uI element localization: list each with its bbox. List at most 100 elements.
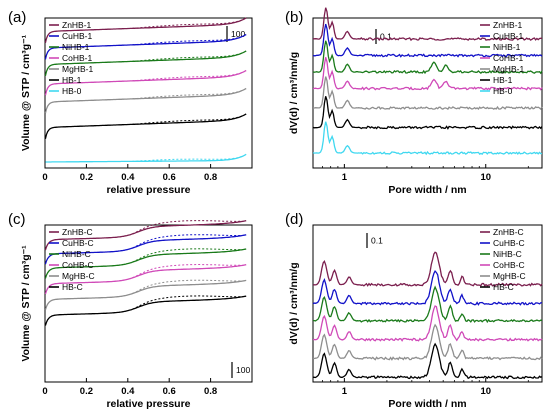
- series-line-nihb-c: [313, 285, 543, 324]
- series-line-znhb-c: [313, 251, 543, 287]
- panel-label: (d): [285, 211, 303, 228]
- chart-panel-3: (c) 0 0.2 0.4 0.6 0.8 relative pressure Volume …: [8, 211, 253, 410]
- series-line-mghb-1: [44, 87, 247, 114]
- x-tick-label: 0.2: [80, 172, 93, 183]
- plot-frame: [44, 224, 253, 383]
- x-tick-label: 0.4: [121, 172, 135, 183]
- series-line-cohb-c: [44, 264, 247, 295]
- legend-label-hb-1: HB-1: [62, 75, 82, 85]
- x-tick-label: 0: [42, 172, 47, 183]
- series-desorption-znhb-c: [132, 220, 242, 235]
- series-line-hb-c: [312, 342, 543, 380]
- scale-bar-label: 0.1: [371, 236, 383, 246]
- x-axis-label: relative pressure: [106, 184, 190, 196]
- plot-frame: [44, 17, 253, 169]
- x-tick-label: 0.6: [163, 172, 176, 183]
- y-axis-label: dV(d) / cm³/nm/g: [288, 262, 300, 344]
- legend-label-znhb-c: ZnHB-C: [493, 227, 524, 237]
- legend-label-nihb-1: NiHB-1: [62, 42, 90, 52]
- series-line-hb-0: [45, 153, 247, 163]
- x-tick-label: 10: [480, 172, 491, 183]
- plot-frame: [312, 17, 543, 169]
- series-desorption-cuhb-c: [132, 234, 242, 249]
- series-line-mghb-c: [44, 279, 247, 311]
- panel-label: (c): [8, 211, 26, 228]
- series-line-mghb-1: [313, 76, 543, 110]
- legend-label-znhb-1: ZnHB-1: [62, 20, 92, 30]
- legend-label-hb-0: HB-0: [493, 86, 513, 96]
- legend-label-nihb-c: NiHB-C: [493, 249, 522, 259]
- legend-label-cohb-1: CoHB-1: [493, 53, 524, 63]
- series-line-cohb-c: [312, 305, 543, 342]
- series-desorption-cohb-c: [132, 264, 242, 279]
- x-tick-label: 1: [342, 172, 348, 183]
- series-line-hb-1: [312, 96, 543, 130]
- x-axis-label: relative pressure: [106, 398, 190, 410]
- legend-label-hb-1: HB-1: [493, 75, 513, 85]
- legend-label-znhb-c: ZnHB-C: [62, 227, 93, 237]
- legend-label-cuhb-1: CuHB-1: [493, 31, 524, 41]
- legend-label-mghb-c: MgHB-C: [493, 271, 526, 281]
- legend-label-hb-c: HB-C: [62, 282, 83, 292]
- panel-label: (b): [285, 9, 303, 26]
- legend-label-cohb-1: CoHB-1: [62, 53, 93, 63]
- scale-bar-label: 100: [231, 29, 245, 39]
- x-tick-label: 1: [342, 386, 348, 397]
- x-tick-label: 0: [42, 386, 47, 397]
- x-tick-label: 10: [480, 386, 491, 397]
- legend-label-nihb-1: NiHB-1: [493, 42, 521, 52]
- scale-bar-label: 0.1: [380, 32, 392, 42]
- series-line-cuhb-1: [44, 33, 247, 60]
- panel-label: (a): [8, 9, 26, 26]
- series-line-cuhb-1: [312, 23, 543, 58]
- legend-label-mghb-1: MgHB-1: [493, 64, 524, 74]
- series-desorption-mghb-c: [132, 279, 242, 294]
- scale-bar-label: 100: [236, 365, 250, 375]
- y-axis-label: Volume @ STP / cm³g⁻¹: [20, 34, 32, 151]
- legend-label-cohb-c: CoHB-C: [62, 260, 94, 270]
- series-line-cuhb-c: [44, 234, 247, 265]
- series-line-mghb-c: [312, 323, 543, 361]
- legend-label-cuhb-1: CuHB-1: [62, 31, 93, 41]
- x-tick-label: 0.8: [204, 386, 217, 397]
- series-line-nihb-1: [44, 50, 247, 76]
- legend-label-cohb-c: CoHB-C: [493, 260, 525, 270]
- series-line-hb-0: [312, 121, 543, 156]
- series-line-znhb-c: [44, 220, 247, 251]
- series-line-hb-1: [44, 113, 247, 139]
- series-line-hb-c: [44, 295, 247, 326]
- chart-panel-1: (a) 0 0.2 0.4 0.6 0.8 relative pressure Volume …: [8, 9, 253, 196]
- legend-label-cuhb-c: CuHB-C: [493, 238, 525, 248]
- x-tick-label: 0.2: [80, 386, 93, 397]
- series-line-cohb-1: [44, 69, 247, 96]
- x-tick-label: 0.8: [204, 172, 217, 183]
- x-tick-label: 0.4: [121, 386, 135, 397]
- chart-panel-4: (d) 1 10 Pore width / nm dV(d) / cm³/nm/g 0.1…: [285, 211, 543, 410]
- legend-label-hb-c: HB-C: [493, 282, 514, 292]
- series-line-nihb-c: [44, 248, 247, 279]
- legend-label-hb-0: HB-0: [62, 86, 82, 96]
- series-line-znhb-1: [44, 17, 247, 43]
- legend-label-cuhb-c: CuHB-C: [62, 238, 94, 248]
- series-line-nihb-1: [312, 40, 543, 75]
- x-axis-label: Pore width / nm: [388, 398, 466, 410]
- x-axis-label: Pore width / nm: [388, 184, 466, 196]
- series-line-cohb-1: [312, 57, 543, 91]
- series-line-cuhb-c: [312, 269, 543, 306]
- y-axis-label: dV(d) / cm³/nm/g: [288, 52, 300, 134]
- legend-label-mghb-c: MgHB-C: [62, 271, 95, 281]
- series-line-znhb-1: [313, 7, 543, 42]
- y-axis-label: Volume @ STP / cm³g⁻¹: [20, 245, 32, 362]
- legend-label-nihb-c: NiHB-C: [62, 249, 91, 259]
- series-desorption-hb-c: [132, 295, 242, 310]
- x-tick-label: 0.6: [163, 386, 176, 397]
- legend-label-znhb-1: ZnHB-1: [493, 20, 523, 30]
- chart-panel-2: (b) 1 10 Pore width / nm dV(d) / cm³/nm/g 0.1…: [285, 7, 543, 196]
- legend-label-mghb-1: MgHB-1: [62, 64, 93, 74]
- series-desorption-nihb-c: [132, 248, 242, 263]
